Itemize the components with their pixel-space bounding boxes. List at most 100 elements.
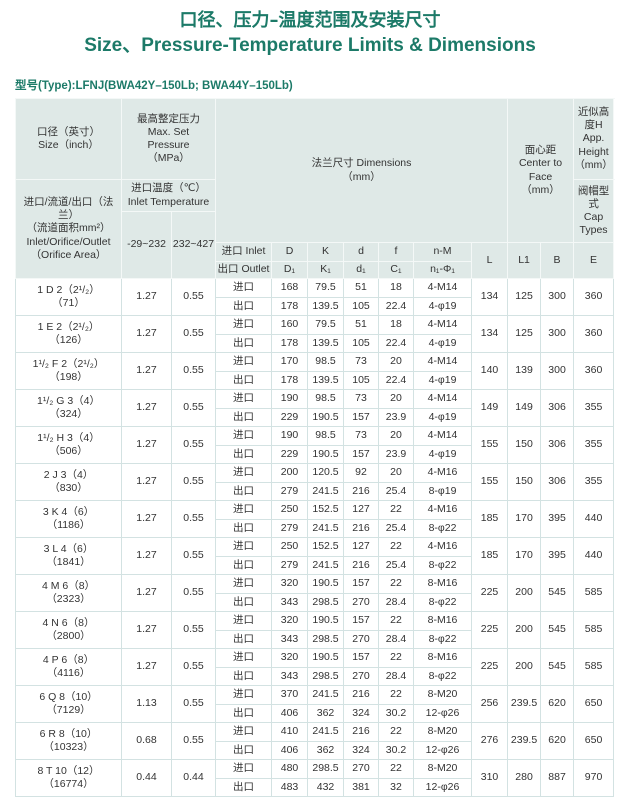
L1-value: 139 bbox=[507, 352, 542, 390]
outlet-K: 241.5 bbox=[307, 518, 344, 538]
inlet-K: 152.5 bbox=[307, 500, 344, 520]
inlet-nM: 4-M16 bbox=[413, 537, 472, 557]
outlet-d: 105 bbox=[343, 296, 379, 316]
inlet-d: 216 bbox=[343, 722, 379, 742]
size-label: 3 K 4（6） bbox=[42, 505, 95, 518]
inlet-D: 200 bbox=[271, 463, 308, 483]
inlet-f: 22 bbox=[378, 611, 414, 631]
orifice-area: （830） bbox=[49, 482, 88, 494]
outlet-D: 178 bbox=[271, 370, 308, 390]
outlet-D: 229 bbox=[271, 407, 308, 427]
size-label: 1¹/₂ G 3（4） bbox=[36, 394, 100, 407]
inlet-label: 进口 bbox=[215, 611, 272, 631]
inlet-nM: 4-M14 bbox=[413, 278, 472, 298]
ctf-en: Center to Face bbox=[518, 157, 563, 183]
outlet-f: 25.4 bbox=[378, 555, 414, 575]
outlet-header: 出口 Outlet bbox=[215, 261, 272, 279]
size-label: 2 J 3（4） bbox=[43, 468, 94, 481]
L1-header: L1 bbox=[507, 242, 542, 279]
table-row: 1 D 2（2¹/₂） （71） 1.27 0.55 进口 168 79.5 51 18 4-M1… bbox=[15, 278, 615, 316]
inlet-col-n-M-header: n-M bbox=[413, 242, 472, 262]
E-value: 585 bbox=[573, 574, 615, 612]
outlet-D: 343 bbox=[271, 629, 308, 649]
outlet-K: 190.5 bbox=[307, 407, 344, 427]
size-label: 1¹/₂ F 2（2¹/₂） bbox=[32, 357, 105, 370]
pressure-header-cn: 最高整定压力 bbox=[137, 112, 200, 125]
outlet-D: 279 bbox=[271, 481, 308, 501]
inlet-header: 进口 Inlet bbox=[215, 242, 272, 262]
size-label: 6 R 8（10） bbox=[39, 727, 98, 740]
outlet-col-n-M-1-header: n₁-Φ₁ bbox=[413, 261, 472, 279]
L-header: L bbox=[470, 242, 509, 279]
E-value: 970 bbox=[573, 759, 615, 797]
inlet-label: 进口 bbox=[215, 722, 272, 742]
table-row: 4 N 6（8） （2800） 1.27 0.55 进口 320 190.5 157 22 8-M… bbox=[15, 611, 615, 649]
pressure-high-temp: 0.55 bbox=[171, 352, 216, 390]
outlet-label: 出口 bbox=[215, 740, 272, 760]
inlet-col-d-header: d bbox=[343, 242, 379, 262]
B-value: 395 bbox=[540, 500, 575, 538]
pressure-low-temp: 0.68 bbox=[121, 722, 172, 760]
outlet-d: 105 bbox=[343, 370, 379, 390]
L1-value: 280 bbox=[507, 759, 542, 797]
E-value: 650 bbox=[573, 685, 615, 723]
inlet-nM: 8-M20 bbox=[413, 759, 472, 779]
outlet-nM: 4-φ19 bbox=[413, 333, 472, 353]
outlet-D: 279 bbox=[271, 555, 308, 575]
cap-types-header: 阀帽型式 Cap Types bbox=[573, 179, 615, 243]
L1-value: 239.5 bbox=[507, 722, 542, 760]
L-value: 185 bbox=[470, 537, 509, 575]
L1-value: 125 bbox=[507, 278, 542, 316]
L-value: 225 bbox=[470, 648, 509, 686]
dimensions-unit: （mm） bbox=[342, 170, 381, 183]
inlet-K: 190.5 bbox=[307, 611, 344, 631]
pressure-low-temp: 1.27 bbox=[121, 463, 172, 501]
outlet-D: 229 bbox=[271, 444, 308, 464]
pressure-high-temp: 0.55 bbox=[171, 685, 216, 723]
inlet-label: 进口 bbox=[215, 389, 272, 409]
outlet-f: 23.9 bbox=[378, 444, 414, 464]
inlet-f: 20 bbox=[378, 426, 414, 446]
E-value: 360 bbox=[573, 352, 615, 390]
outlet-nM: 8-φ22 bbox=[413, 555, 472, 575]
table-row: 1¹/₂ F 2（2¹/₂） （198） 1.27 0.55 进口 170 98.5 73 20… bbox=[15, 352, 615, 390]
pressure-low-temp: 1.27 bbox=[121, 537, 172, 575]
inlet-d: 157 bbox=[343, 574, 379, 594]
L-value: 140 bbox=[470, 352, 509, 390]
inlet-nM: 4-M14 bbox=[413, 426, 472, 446]
outlet-K: 298.5 bbox=[307, 592, 344, 612]
inlet-d: 216 bbox=[343, 685, 379, 705]
outlet-label: 出口 bbox=[215, 370, 272, 390]
B-header: B bbox=[540, 242, 575, 279]
pressure-low-temp: 1.27 bbox=[121, 500, 172, 538]
outlet-nM: 8-φ22 bbox=[413, 666, 472, 686]
pressure-high-temp: 0.55 bbox=[171, 315, 216, 353]
size-cell: 3 K 4（6） （1186） bbox=[15, 500, 122, 538]
inlet-f: 22 bbox=[378, 685, 414, 705]
inlet-D: 370 bbox=[271, 685, 308, 705]
E-header: E bbox=[573, 242, 615, 279]
outlet-nM: 8-φ22 bbox=[413, 629, 472, 649]
inlet-nM: 8-M16 bbox=[413, 574, 472, 594]
inlet-D: 320 bbox=[271, 574, 308, 594]
outlet-d: 324 bbox=[343, 703, 379, 723]
inlet-label: 进口 bbox=[215, 426, 272, 446]
L1-value: 170 bbox=[507, 500, 542, 538]
inlet-label: 进口 bbox=[215, 759, 272, 779]
outlet-K: 362 bbox=[307, 703, 344, 723]
inlet-f: 20 bbox=[378, 463, 414, 483]
inlet-nM: 4-M14 bbox=[413, 352, 472, 372]
pressure-low-temp: 1.27 bbox=[121, 389, 172, 427]
outlet-nM: 8-φ22 bbox=[413, 518, 472, 538]
inlet-label: 进口 bbox=[215, 278, 272, 298]
inlet-d: 127 bbox=[343, 500, 379, 520]
size-header: 口径（英寸） Size（inch） bbox=[15, 98, 122, 180]
outlet-d: 157 bbox=[343, 407, 379, 427]
outlet-d: 270 bbox=[343, 666, 379, 686]
temp-cn: 进口温度（℃） bbox=[131, 182, 206, 195]
inlet-nM: 8-M16 bbox=[413, 611, 472, 631]
outlet-label: 出口 bbox=[215, 555, 272, 575]
size-cell: 1¹/₂ H 3（4） （506） bbox=[15, 426, 122, 464]
table-row-outlet: 出口 483 432 381 32 12-φ26 bbox=[16, 777, 614, 797]
outlet-d: 324 bbox=[343, 740, 379, 760]
